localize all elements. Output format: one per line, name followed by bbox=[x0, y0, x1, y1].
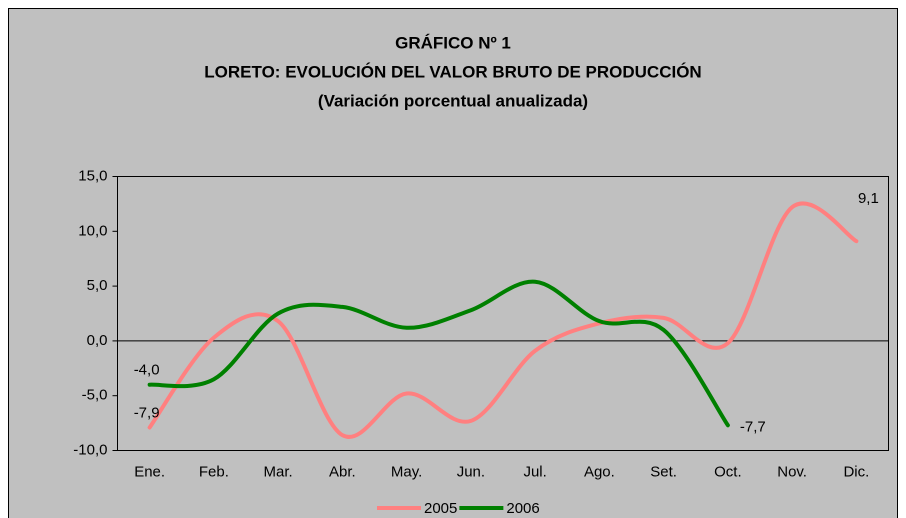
x-tick-label: Ago. bbox=[584, 463, 615, 480]
plot-area bbox=[117, 176, 889, 451]
y-tick-label: -10,0 bbox=[73, 441, 107, 458]
x-tick-label: Dic. bbox=[843, 463, 869, 480]
x-tick-label: Mar. bbox=[264, 463, 293, 480]
x-tick-label: Set. bbox=[650, 463, 677, 480]
x-tick-label: Nov. bbox=[777, 463, 807, 480]
series-line bbox=[147, 201, 859, 439]
y-tick-label: 10,0 bbox=[78, 222, 107, 239]
y-tick-label: 0,0 bbox=[87, 332, 108, 349]
x-tick-label: Ene. bbox=[134, 463, 165, 480]
data-label: -7,9 bbox=[134, 404, 160, 421]
x-tick-label: Jul. bbox=[523, 463, 546, 480]
legend-label: 2005 bbox=[424, 500, 457, 517]
x-tick-label: Abr. bbox=[329, 463, 356, 480]
x-tick-label: Feb. bbox=[199, 463, 229, 480]
chart-title: LORETO: EVOLUCIÓN DEL VALOR BRUTO DE PRO… bbox=[204, 62, 701, 81]
legend-label: 2006 bbox=[506, 500, 539, 517]
y-tick-label: 15,0 bbox=[78, 167, 107, 184]
chart-subtitle: (Variación porcentual anualizada) bbox=[318, 91, 588, 110]
x-tick-label: May. bbox=[391, 463, 422, 480]
y-tick-label: -5,0 bbox=[82, 387, 108, 404]
data-label: -4,0 bbox=[134, 362, 160, 379]
data-label: 9,1 bbox=[858, 190, 879, 207]
data-label: -7,7 bbox=[740, 418, 766, 435]
x-tick-label: Jun. bbox=[457, 463, 485, 480]
series-line bbox=[147, 279, 730, 428]
y-tick-label: 5,0 bbox=[87, 277, 108, 294]
chart-title: GRÁFICO Nº 1 bbox=[395, 33, 511, 52]
x-tick-label: Oct. bbox=[714, 463, 742, 480]
